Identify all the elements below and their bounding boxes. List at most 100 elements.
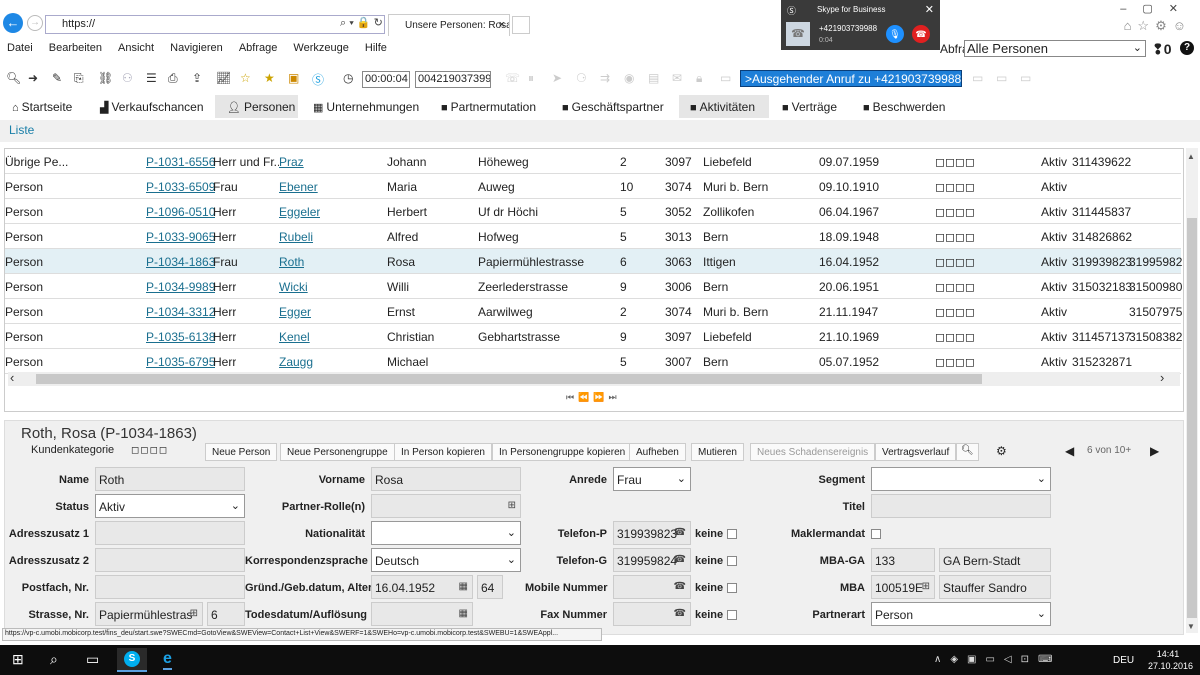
todesdatum-field[interactable]: ▦ [371,602,473,626]
list-cell-id[interactable]: P-1031-6556 [146,155,216,169]
gear-icon[interactable]: ⚙ [996,444,1007,458]
note-icon[interactable]: ▤ [648,71,660,85]
gruend-field[interactable]: 16.04.1952 ▦ [371,575,473,599]
scroll-up-icon[interactable]: ▲ [1187,152,1195,161]
task-view-icon[interactable]: ▭ [86,651,100,667]
window-controls[interactable]: –▢✕ [1120,3,1194,15]
forward-call-icon[interactable]: ⇉ [600,71,611,85]
phone-icon[interactable]: ☎ [673,527,686,538]
menu-datei[interactable]: Datei [7,42,33,54]
list-cell-id[interactable]: P-1034-3312 [146,305,216,319]
table-row[interactable]: Person P-1096-0510 Herr Eggeler Herbert Uf dr… [5,199,1181,224]
copy-person-button[interactable]: In Person kopieren [394,443,492,461]
alter-field[interactable]: 64 [477,575,503,599]
menu-werkzeuge[interactable]: Werkzeuge [293,42,349,54]
address-search-icon[interactable]: ⌕ ▾ 🔒 ↻ [340,17,383,29]
settings-icon[interactable]: ▭ [996,71,1008,85]
tab-geschaeftspartner[interactable]: ■ Geschäftspartner [562,95,664,118]
system-tray-icons[interactable]: ∧◈▣▭◁⊡⌨ [934,654,1062,665]
list-cell-id[interactable]: P-1035-6795 [146,355,216,369]
chevron-left-icon[interactable]: ‹ [10,370,15,385]
mobile-field[interactable]: ☎ [613,575,691,599]
record-icon[interactable]: ◉ [624,71,635,85]
telefon-p-field[interactable]: 319939823 ☎ [613,521,691,545]
phone-icon[interactable]: ☎ [673,554,686,565]
folder-icon[interactable]: ▣ [288,71,300,85]
table-row[interactable]: Person P-1035-6138 Herr Kenel Christian Gebha… [5,324,1182,349]
forward-icon[interactable]: → [27,15,43,31]
fax-field[interactable]: ☎ [613,602,691,626]
maklermandat-checkbox[interactable] [871,529,881,539]
search-button[interactable]: 🔍︎ [956,443,979,461]
table-row[interactable]: Person P-1033-9065 Herr Rubeli Alfred Hofweg 5… [5,224,1181,249]
korrespondenzsprache-select[interactable]: Deutsch ⌄ [371,548,521,572]
horizontal-scrollbar[interactable]: ‹ › [8,370,1180,386]
mba-code-field[interactable]: 100519E ⊞ [871,575,935,599]
mba-name-field[interactable]: Stauffer Sandro [939,575,1051,599]
hold-icon[interactable]: ⏸ [528,71,535,85]
go-icon[interactable]: ➜ [28,71,39,85]
new-person-button[interactable]: Neue Person [205,443,278,461]
favorite-add-icon[interactable]: ★ [264,71,275,85]
postfach-field[interactable] [95,575,245,599]
list-cell-name[interactable]: Ebener [279,180,318,194]
segment-select[interactable]: ⌄ [871,467,1051,491]
queue-icon[interactable]: ▭ [1020,71,1032,85]
table-row[interactable]: Person P-1034-9989 Herr Wicki Willi Zeerleder… [5,274,1182,299]
link-icon[interactable]: ⛓ [98,71,114,85]
chevron-left-icon[interactable]: ◀ [1065,444,1075,458]
chart-icon[interactable]: 📈︎ [216,71,232,85]
tab-unternehmungen[interactable]: ▦ Unternehmungen [313,95,419,118]
picker-icon[interactable]: ⊞ [507,500,516,511]
skype-icon[interactable]: Ⓢ [312,73,325,87]
list-cell-name[interactable]: Wicki [279,280,308,294]
clock[interactable]: 14:41 27.10.2016 [1148,648,1193,672]
table-row[interactable]: Person P-1034-3312 Herr Egger Ernst Aarwilweg… [5,299,1182,324]
tab-aktivitaeten[interactable]: ■ Aktivitäten [679,95,769,118]
name-field[interactable]: Roth [95,467,245,491]
list-cell-id[interactable]: P-1033-9065 [146,230,216,244]
mutieren-button[interactable]: Mutieren [691,443,744,461]
keine-checkbox[interactable] [727,583,737,593]
vorname-field[interactable]: Rosa [371,467,521,491]
status-select[interactable]: Aktiv ⌄ [95,494,245,518]
list-link[interactable]: Liste [9,123,35,137]
scroll-thumb[interactable] [36,374,982,384]
edit-icon[interactable]: ✎ [52,71,63,85]
list-cell-name[interactable]: Praz [279,155,304,169]
search-icon[interactable]: 🔍︎ [6,71,22,85]
vertical-scrollbar[interactable]: ▲ ▼ [1186,148,1198,633]
list-cell-id[interactable]: P-1035-6138 [146,330,216,344]
aufheben-button[interactable]: Aufheben [629,443,686,461]
tab-startseite[interactable]: ⌂ Startseite [12,95,72,118]
menu-abfrage[interactable]: Abfrage [238,42,278,54]
language-indicator[interactable]: DEU [1113,655,1135,666]
list-cell-name[interactable]: Roth [279,255,305,269]
menu-bearbeiten[interactable]: Bearbeiten [48,42,102,54]
lock-icon[interactable]: 🔒︎ [696,71,703,85]
contract-history-button[interactable]: Vertragsverlauf [875,443,957,461]
new-group-button[interactable]: Neue Personengruppe [280,443,395,461]
menu-navigieren[interactable]: Navigieren [170,42,223,54]
menu-hilfe[interactable]: Hilfe [364,42,387,54]
status-icon[interactable]: ▭ [972,71,984,85]
list-cell-id[interactable]: P-1034-1863 [146,255,216,269]
list-cell-id[interactable]: P-1033-6509 [146,180,216,194]
picker-icon[interactable]: ⊞ [189,608,198,619]
nationalitaet-select[interactable]: ⌄ [371,521,521,545]
help-icon[interactable]: ? [1180,41,1194,55]
calendar-icon[interactable]: ▦ [458,608,468,619]
phone-number-field[interactable]: 004219037399 [415,71,491,88]
new-claim-button[interactable]: Neues Schadensereignis [750,443,876,461]
close-icon[interactable]: ✕ [924,4,934,16]
list-cell-name[interactable]: Eggeler [279,205,321,219]
list-cell-name[interactable]: Rubeli [279,230,314,244]
mba-ga-name-field[interactable]: GA Bern-Stadt [939,548,1051,572]
copy-group-button[interactable]: In Personengruppe kopieren [492,443,633,461]
scroll-down-icon[interactable]: ▼ [1187,622,1195,631]
keine-checkbox[interactable] [727,529,737,539]
conference-icon[interactable]: ⚆ [576,71,587,85]
mba-ga-code-field[interactable]: 133 [871,548,935,572]
list-icon[interactable]: ☰ [146,71,157,85]
strasse-nr-field[interactable]: 6 [207,602,245,626]
